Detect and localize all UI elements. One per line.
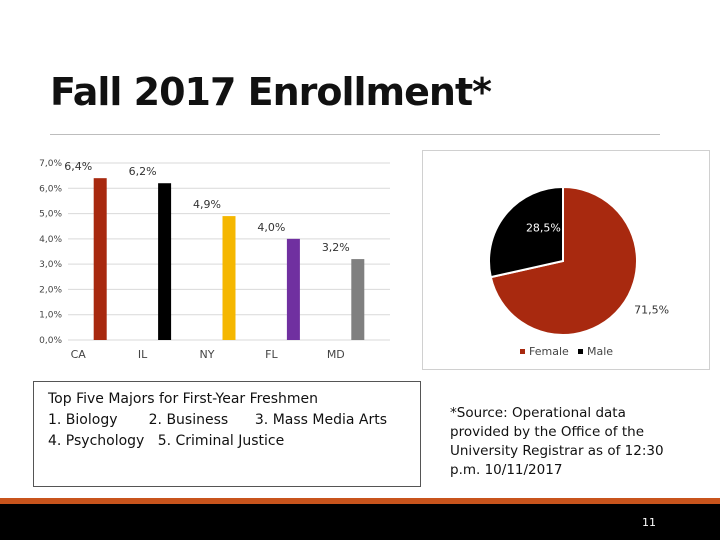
pie-data-label: 28,5% (526, 222, 561, 235)
footer-bar: 11 (0, 504, 720, 540)
y-tick-label: 4,0% (39, 235, 62, 245)
y-tick-label: 0,0% (39, 336, 62, 346)
pie-data-label: 71,5% (634, 304, 669, 317)
bar-il (158, 183, 172, 340)
source-note: *Source: Operational data provided by th… (450, 405, 664, 478)
legend-label-male: Male (587, 345, 613, 358)
bar-data-labels: 6,4% 6,2% 4,9% 4,0% 3,2% (64, 160, 350, 254)
y-tick-label: 5,0% (39, 210, 62, 220)
footer-accent-bar (0, 498, 720, 504)
bar-data-label: 4,9% (193, 198, 221, 211)
x-category-label: CA (71, 348, 87, 361)
gender-pie-chart: 71,5% 28,5% (488, 185, 669, 336)
pie-slice-male (488, 185, 564, 279)
gender-pie-panel: 71,5% 28,5% (422, 150, 710, 370)
bar-data-label: 6,4% (64, 160, 92, 173)
bar-md (351, 259, 365, 340)
bar-fl (286, 238, 300, 340)
top-majors-box: Top Five Majors for First-Year Freshmen … (33, 381, 421, 487)
majors-line-2: 4. Psychology 5. Criminal Justice (48, 433, 285, 449)
x-category-label: MD (327, 348, 345, 361)
majors-heading: Top Five Majors for First-Year Freshmen (48, 391, 318, 407)
bar-ny (222, 216, 236, 340)
legend-label-female: Female (529, 345, 569, 358)
y-tick-label: 2,0% (39, 285, 62, 295)
x-category-label: FL (265, 348, 278, 361)
bar-gridlines (68, 162, 390, 341)
majors-line-1: 1. Biology 2. Business 3. Mass Media Art… (48, 412, 388, 428)
page-number: 11 (642, 516, 656, 529)
bar-ca (93, 178, 107, 340)
bar-x-axis: CA IL NY FL MD (71, 348, 345, 361)
x-category-label: NY (200, 348, 215, 361)
slide-title: Fall 2017 Enrollment* (50, 70, 492, 114)
bar-data-label: 6,2% (129, 165, 157, 178)
bar-y-axis: 0,0% 1,0% 2,0% 3,0% 4,0% 5,0% 6,0% 7,0% (39, 159, 62, 346)
y-tick-label: 7,0% (39, 159, 62, 169)
bar-series (93, 178, 365, 340)
bar-data-label: 3,2% (322, 241, 350, 254)
state-bar-chart: 0,0% 1,0% 2,0% 3,0% 4,0% 5,0% 6,0% 7,0% 6,4% 6,2… (39, 159, 390, 361)
y-tick-label: 6,0% (39, 184, 62, 194)
y-tick-label: 3,0% (39, 260, 62, 270)
bar-data-label: 4,0% (257, 221, 285, 234)
legend-swatch-female (520, 349, 525, 354)
x-category-label: IL (138, 348, 148, 361)
pie-legend: Female Male (520, 345, 613, 358)
legend-swatch-male (578, 349, 583, 354)
y-tick-label: 1,0% (39, 311, 62, 321)
title-divider (50, 134, 660, 135)
